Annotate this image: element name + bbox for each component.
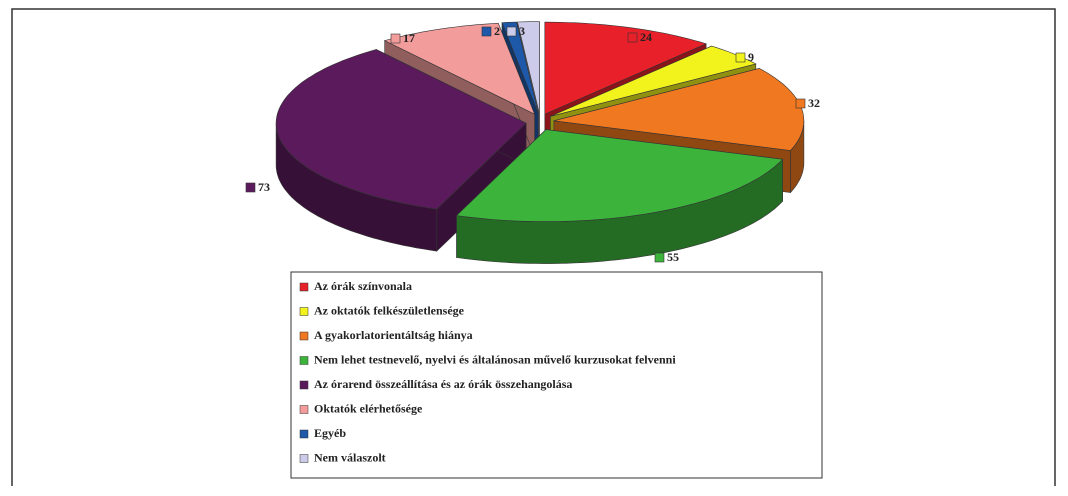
slice-top <box>455 129 784 222</box>
legend-swatch <box>299 405 309 414</box>
legend-label: Az oktatók felkészületlensége <box>314 303 465 317</box>
slice-top <box>517 21 540 114</box>
value-labels: 24 9 32 55 73 17 2 3 <box>245 24 820 264</box>
value-label: 9 <box>748 50 754 64</box>
value-label: 2 <box>494 24 500 38</box>
value-label: 73 <box>258 180 270 194</box>
label-swatch <box>627 32 638 43</box>
value-label: 17 <box>403 31 415 45</box>
legend-swatch <box>299 454 309 463</box>
pie <box>275 21 805 264</box>
legend-swatch <box>299 307 309 316</box>
legend-label: A gyakorlatorientáltság hiánya <box>314 328 473 342</box>
legend-label: Oktatók elérhetősége <box>314 401 423 415</box>
legend-label: Nem válaszolt <box>314 450 386 464</box>
slice-top <box>275 49 527 210</box>
label-swatch <box>245 182 256 193</box>
value-label: 24 <box>640 30 652 44</box>
slice <box>455 128 784 264</box>
legend-label: Nem lehet testnevelő, nyelvi és általáno… <box>314 352 676 366</box>
value-label: 32 <box>808 96 820 110</box>
label-swatch <box>506 26 517 37</box>
label-swatch <box>481 26 492 37</box>
slice-top <box>501 21 539 114</box>
legend-swatch <box>299 331 309 341</box>
value-label: 55 <box>667 250 679 264</box>
label-swatch <box>654 252 665 263</box>
label-swatch <box>390 33 401 44</box>
legend-swatch <box>299 282 309 292</box>
legend-label: Az órák színvonala <box>314 279 412 293</box>
legend-swatch <box>299 356 309 365</box>
label-swatch <box>795 98 806 109</box>
legend: Az órák színvonala Az oktatók felkészület… <box>299 279 676 464</box>
legend-swatch <box>299 380 309 390</box>
frame <box>11 8 1056 486</box>
value-label: 3 <box>519 24 525 38</box>
legend-box <box>290 271 823 479</box>
label-swatch <box>735 52 746 63</box>
legend-label: Egyéb <box>314 426 346 440</box>
slice-top <box>544 21 707 115</box>
legend-swatch <box>299 429 309 439</box>
slice-top <box>550 45 757 117</box>
legend-label: Az órarend összeállítása és az órák össz… <box>314 377 572 391</box>
